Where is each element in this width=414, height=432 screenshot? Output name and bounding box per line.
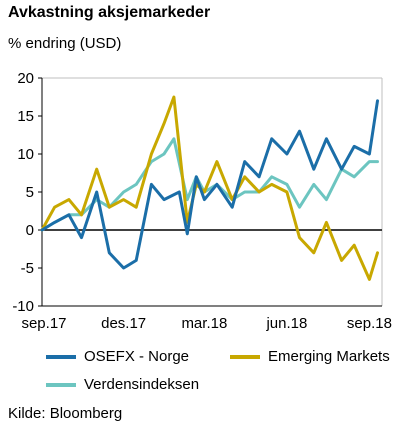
legend-item-verden: Verdensindeksen <box>46 376 199 393</box>
x-tick-label: des.17 <box>101 315 146 332</box>
y-tick-label: -5 <box>21 260 34 277</box>
y-tick-label: 5 <box>26 184 34 201</box>
legend-swatch-verden <box>46 382 76 387</box>
source-note: Kilde: Bloomberg <box>8 405 123 422</box>
legend-item-emerging: Emerging Markets <box>230 348 390 365</box>
chart-title: Avkastning aksjemarkeder <box>8 4 211 21</box>
y-tick-label: 10 <box>17 146 34 163</box>
y-tick-label: -10 <box>12 298 34 315</box>
legend-swatch-emerging <box>230 354 260 359</box>
x-tick-label: jun.18 <box>265 315 307 332</box>
x-tick-label: sep.17 <box>21 315 66 332</box>
legend-item-osefx: OSEFX - Norge <box>46 348 189 365</box>
y-tick-label: 0 <box>26 222 34 239</box>
x-tick-label: mar.18 <box>181 315 227 332</box>
legend-label-emerging: Emerging Markets <box>268 348 390 365</box>
y-tick-label: 20 <box>17 70 34 87</box>
legend-label-verden: Verdensindeksen <box>84 376 200 393</box>
y-axis-label: % endring (USD) <box>8 35 122 52</box>
x-tick-label: sep.18 <box>347 315 392 332</box>
legend-label-osefx: OSEFX - Norge <box>84 348 190 365</box>
y-tick-label: 15 <box>17 108 34 125</box>
series-line-1 <box>40 99 379 270</box>
series-line-2 <box>40 95 379 281</box>
line-chart: -10 -5 0 5 10 15 20 sep.17 des.17 mar.18 jun.18 sep… <box>12 70 392 332</box>
legend-swatch-osefx <box>46 354 76 359</box>
